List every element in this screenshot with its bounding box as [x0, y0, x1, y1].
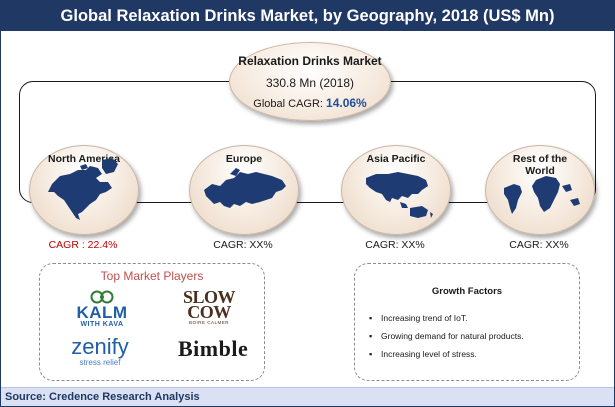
region-name-line1: Rest of the	[512, 153, 568, 165]
region-name: Rest of the World	[486, 153, 594, 177]
page-title: Global Relaxation Drinks Market, by Geog…	[1, 1, 614, 31]
market-summary-title: Relaxation Drinks Market	[238, 54, 382, 68]
global-cagr: Global CAGR: 14.06%	[230, 96, 390, 110]
region-europe: Europe	[189, 145, 299, 235]
growth-factor-item: Increasing level of stress.	[369, 349, 524, 360]
region-name-line2: World	[525, 165, 555, 177]
kava-leaf-icon	[90, 290, 114, 304]
top-market-players-box: Top Market Players KALM WITH KAVA SLOW C…	[39, 263, 265, 381]
kalm-logo-text: KALM	[76, 303, 128, 322]
bimble-logo: Bimble	[178, 336, 249, 361]
slow-cow-logo-line1: SLOW	[182, 287, 236, 307]
slow-cow-logo-subtext: BOIRE CALMER	[188, 320, 229, 325]
slow-cow-logo-line2: COW	[187, 302, 231, 322]
market-summary-ellipse: Relaxation Drinks Market 330.8 Mn (2018)…	[229, 42, 391, 121]
global-cagr-value: 14.06%	[326, 96, 367, 110]
growth-factors-title: Growth Factors	[431, 286, 503, 297]
north-america-cagr: CAGR : 22.4%	[48, 239, 118, 251]
region-north-america: North America	[29, 145, 139, 235]
asia-pacific-map-icon	[366, 172, 433, 218]
global-cagr-label: Global CAGR:	[253, 98, 327, 110]
growth-factors-list: Increasing trend of IoT. Growing demand …	[369, 313, 524, 367]
europe-map-icon	[204, 168, 286, 208]
asia-pacific-cagr: CAGR: XX%	[365, 239, 425, 251]
kalm-with-kava-logo: KALM WITH KAVA	[68, 290, 136, 329]
zenify-logo: zenify stress relief	[60, 336, 140, 368]
bimble-logo-text: Bimble	[178, 336, 249, 361]
region-rest-of-world: Rest of the World	[485, 145, 595, 235]
region-name: Asia Pacific	[366, 153, 426, 165]
market-summary-value: 330.8 Mn (2018)	[265, 76, 355, 90]
zenify-logo-subtext: stress relief	[79, 358, 121, 367]
north-america-map-icon	[48, 158, 118, 220]
rest-of-world-cagr: CAGR: XX%	[509, 239, 569, 251]
growth-factors-box: Growth Factors Increasing trend of IoT. …	[354, 263, 580, 381]
top-market-players-title: Top Market Players	[100, 269, 204, 283]
region-asia-pacific: Asia Pacific	[341, 145, 451, 235]
kalm-logo-subtext: WITH KAVA	[80, 321, 124, 328]
europe-cagr: CAGR: XX%	[213, 239, 273, 251]
slow-cow-logo: SLOW COW BOIRE CALMER	[178, 287, 240, 326]
rest-of-world-map-icon	[504, 176, 580, 214]
growth-factor-item: Growing demand for natural products.	[369, 331, 524, 342]
source-footer: Source: Credence Research Analysis	[1, 387, 614, 406]
region-name: Europe	[225, 153, 263, 165]
region-name: North America	[48, 153, 120, 165]
zenify-logo-text: zenify	[71, 334, 129, 359]
growth-factor-item: Increasing trend of IoT.	[369, 313, 524, 324]
